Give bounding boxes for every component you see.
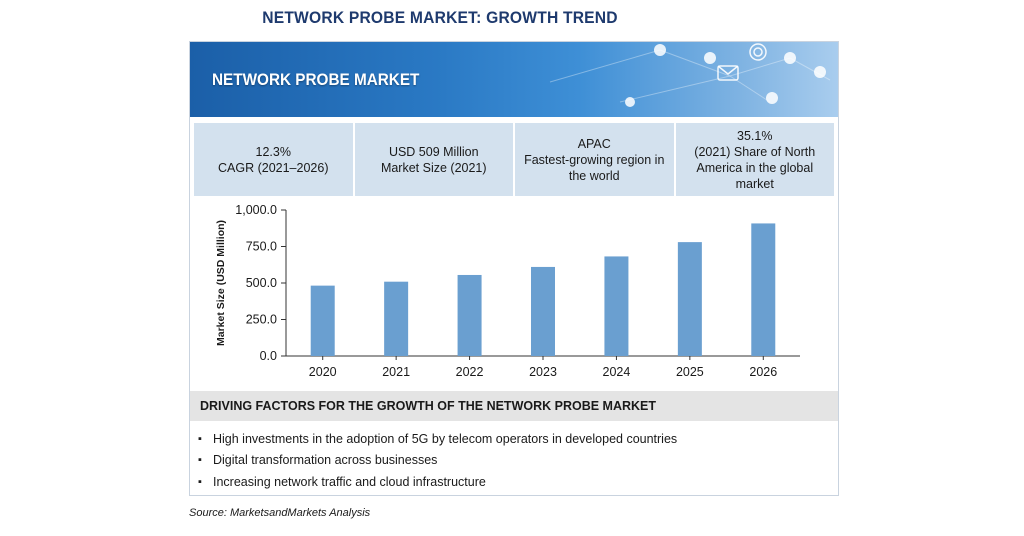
stat-label: (2021) Share of North America in the glo…	[694, 144, 816, 191]
drivers-heading: DRIVING FACTORS FOR THE GROWTH OF THE NE…	[190, 391, 838, 421]
bullet-icon: ▪	[198, 475, 202, 488]
drivers-list: ▪ High investments in the adoption of 5G …	[198, 428, 828, 493]
bullet-icon: ▪	[198, 432, 202, 445]
x-tick-label: 2026	[749, 365, 777, 379]
network-illustration	[549, 43, 831, 107]
x-tick-label: 2023	[529, 365, 557, 379]
list-item: ▪ Increasing network traffic and cloud in…	[198, 471, 828, 493]
bar-chart: 0.0 250.0 500.0 750.0 1,000.0 Market Size (US…	[190, 200, 838, 390]
source-note: Source: MarketsandMarkets Analysis	[189, 507, 371, 519]
bar	[604, 256, 629, 356]
bar	[310, 285, 335, 356]
bar	[751, 223, 776, 356]
stat-value: APAC	[577, 136, 611, 151]
x-tick-label: 2021	[382, 365, 410, 379]
stat-label: Fastest-growing region in the world	[524, 152, 665, 183]
driver-text: High investments in the adoption of 5G b…	[213, 431, 678, 446]
x-tick-label: 2025	[676, 365, 704, 379]
bar	[677, 242, 702, 356]
stat-market-size: USD 509 Million Market Size (2021)	[354, 123, 513, 196]
driver-text: Digital transformation across businesses	[213, 453, 438, 468]
bar	[457, 274, 482, 356]
bar	[384, 281, 409, 356]
stat-label: Market Size (2021)	[380, 160, 487, 175]
stat-label: CAGR (2021–2026)	[218, 160, 329, 175]
y-tick-label: 750.0	[246, 240, 277, 254]
key-stats: 12.3% CAGR (2021–2026) USD 509 Million M…	[194, 123, 834, 196]
stat-value: USD 509 Million	[388, 144, 479, 159]
stat-share: 35.1% (2021) Share of North America in t…	[675, 123, 834, 196]
bullet-icon: ▪	[198, 454, 202, 467]
list-item: ▪ High investments in the adoption of 5G …	[198, 428, 828, 450]
stat-value: 12.3%	[255, 144, 291, 159]
list-item: ▪ Digital transformation across businesse…	[198, 450, 828, 472]
x-tick-label: 2020	[309, 365, 337, 379]
banner-title: NETWORK PROBE MARKET	[212, 70, 420, 89]
stat-value: 35.1%	[737, 128, 773, 143]
y-axis-label: Market Size (USD Million)	[215, 220, 227, 346]
y-tick-label: 500.0	[246, 276, 277, 290]
y-tick-label: 1,000.0	[235, 203, 277, 217]
page-title: NETWORK PROBE MARKET: GROWTH TREND	[262, 8, 618, 27]
y-tick-label: 0.0	[260, 349, 277, 363]
banner: NETWORK PROBE MARKET	[190, 42, 838, 117]
y-tick-label: 250.0	[246, 313, 277, 327]
chart-svg: 0.0 250.0 500.0 750.0 1,000.0 Market Size (US…	[215, 203, 800, 379]
x-tick-label: 2024	[603, 365, 631, 379]
infographic-card: NETWORK PROBE MARKET 12.3% CAGR (2021–20…	[189, 41, 839, 496]
x-tick-label: 2022	[456, 365, 484, 379]
stat-region: APAC Fastest-growing region in the world	[515, 123, 674, 196]
driver-text: Increasing network traffic and cloud inf…	[213, 474, 486, 489]
bar	[531, 266, 555, 356]
stat-cagr: 12.3% CAGR (2021–2026)	[194, 123, 353, 196]
